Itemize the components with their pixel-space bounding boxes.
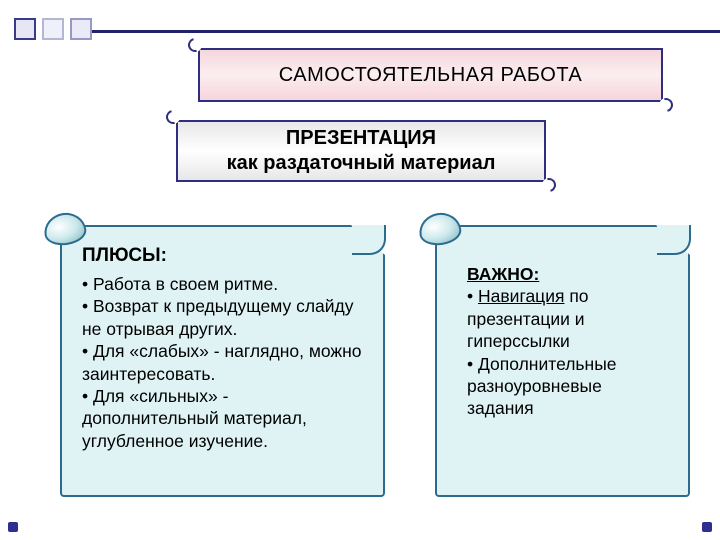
- list-item: • Возврат к предыдущему слайду не отрыва…: [82, 295, 363, 340]
- scroll-roll-icon: [42, 210, 88, 248]
- subtitle-line1: ПРЕЗЕНТАЦИЯ: [286, 126, 436, 151]
- important-heading: ВАЖНО:: [467, 264, 539, 284]
- title-text: САМОСТОЯТЕЛЬНАЯ РАБОТА: [279, 64, 583, 87]
- square-icon: [14, 18, 36, 40]
- curl-icon: [185, 35, 204, 54]
- important-body: ВАЖНО: • Навигация по презентации и гипе…: [457, 245, 668, 420]
- footer-square-icon: [8, 522, 18, 532]
- scroll-roll-icon: [417, 210, 463, 248]
- page-curl-icon: [351, 225, 385, 255]
- list-item: • Для «слабых» - наглядно, можно заинтер…: [82, 340, 363, 385]
- curl-icon: [656, 95, 675, 114]
- page-curl-icon: [656, 225, 690, 255]
- list-item: • Для «сильных» - дополнительный материа…: [82, 385, 363, 452]
- pros-body: • Работа в своем ритме. • Возврат к пред…: [82, 273, 363, 452]
- top-rule: [92, 30, 720, 33]
- square-icon: [42, 18, 64, 40]
- list-item: • Работа в своем ритме.: [82, 273, 363, 295]
- nav-label: Навигация: [478, 286, 564, 306]
- footer-square-icon: [702, 522, 712, 532]
- decorative-squares: [14, 18, 92, 40]
- curl-icon: [539, 175, 558, 194]
- subtitle-banner: ПРЕЗЕНТАЦИЯ как раздаточный материал: [176, 120, 546, 182]
- important-scroll-panel: ВАЖНО: • Навигация по презентации и гипе…: [435, 225, 690, 497]
- bullet-prefix: •: [467, 286, 478, 306]
- subtitle-line2: как раздаточный материал: [227, 151, 496, 176]
- title-banner: САМОСТОЯТЕЛЬНАЯ РАБОТА: [198, 48, 663, 102]
- square-icon: [70, 18, 92, 40]
- pros-scroll-panel: ПЛЮСЫ: • Работа в своем ритме. • Возврат…: [60, 225, 385, 497]
- curl-icon: [163, 107, 182, 126]
- list-item: • Дополнительные разноуровневые задания: [467, 354, 617, 419]
- pros-heading: ПЛЮСЫ:: [82, 245, 363, 267]
